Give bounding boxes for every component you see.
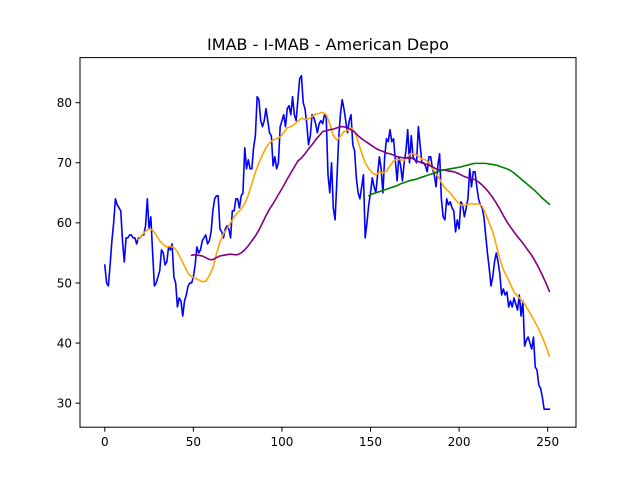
y-tick-label: 50	[57, 276, 72, 290]
y-tick-label: 80	[57, 96, 72, 110]
chart-title: IMAB - I-MAB - American Depo	[207, 35, 449, 54]
series-line-1	[138, 112, 549, 356]
y-tick-label: 70	[57, 156, 72, 170]
x-tick-label: 200	[448, 435, 471, 449]
plot-area-frame	[80, 58, 576, 428]
x-tick-label: 250	[536, 435, 559, 449]
series-line-0	[105, 76, 550, 410]
x-tick-label: 0	[101, 435, 109, 449]
y-tick-label: 30	[57, 396, 72, 410]
series-layer	[105, 76, 550, 410]
x-axis: 0 50 100 150 200 250	[101, 427, 559, 449]
y-axis: 30 40 50 60 70 80	[57, 96, 80, 410]
x-tick-label: 150	[359, 435, 382, 449]
x-tick-label: 100	[270, 435, 293, 449]
y-tick-label: 60	[57, 216, 72, 230]
y-tick-label: 40	[57, 336, 72, 350]
x-tick-label: 50	[186, 435, 201, 449]
